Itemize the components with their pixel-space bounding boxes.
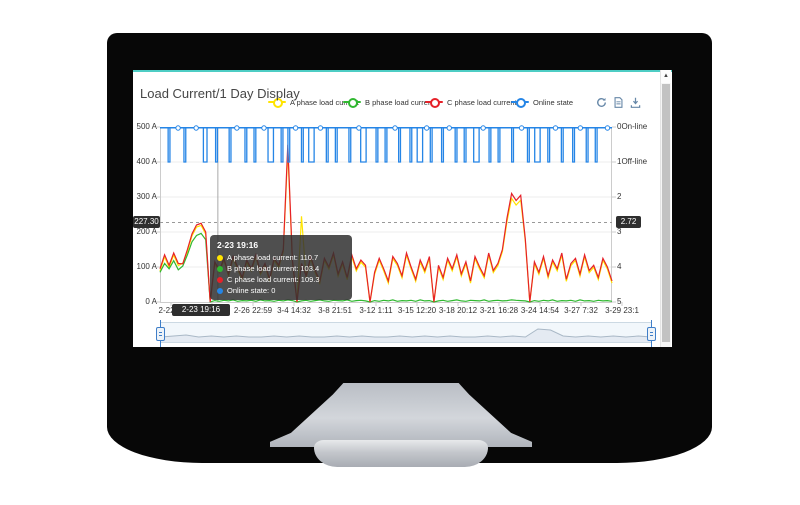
download-icon[interactable]: [630, 95, 641, 108]
page-title: Load Current/1 Day Display: [140, 86, 300, 101]
monitor-stand-base: [314, 440, 488, 467]
legend-item[interactable]: C phase load current: [425, 96, 517, 108]
y-right-tick-label: 2: [617, 192, 622, 201]
online-marker: [356, 125, 362, 131]
x-tick-label: 3-29 23:1: [605, 306, 639, 315]
online-marker: [446, 125, 452, 131]
legend-item[interactable]: B phase load current: [343, 96, 434, 108]
chart-tooltip: 2-23 19:16 A phase load current: 110.7 B…: [210, 235, 352, 300]
x-tick-label: 3-8 21:51: [318, 306, 352, 315]
y-right-tick-label: 1Off-line: [617, 157, 648, 166]
x-tick-label: 3-18 20:12: [438, 306, 478, 315]
accent-line: [133, 70, 672, 72]
series-a-dot: [217, 254, 223, 261]
y-right-tick-label: 3: [617, 227, 622, 236]
datazoom-handle-right[interactable]: [647, 320, 656, 347]
y-left-tick-label: 100 A: [136, 262, 157, 271]
y-left-tick-label: 400 A: [136, 157, 157, 166]
online-marker: [518, 125, 525, 131]
report-icon[interactable]: [613, 95, 624, 108]
online-marker: [175, 125, 181, 131]
datazoom-handle-left[interactable]: [156, 320, 165, 347]
chart-plot[interactable]: [156, 125, 623, 306]
x-tick-label: 3-15 12:20: [397, 306, 437, 315]
online-marker: [392, 125, 398, 131]
markline-left-tag: 227.30: [133, 216, 160, 228]
online-marker: [317, 125, 324, 131]
online-marker: [480, 125, 486, 131]
legend-item[interactable]: Online state: [511, 96, 573, 108]
tooltip-row: Online state: 0: [217, 286, 345, 295]
scrollbar-thumb[interactable]: [662, 84, 670, 342]
y-left-tick-label: 200 A: [136, 227, 157, 236]
online-marker: [577, 125, 584, 131]
series-c-dot: [217, 276, 223, 283]
datazoom-slider[interactable]: [156, 320, 656, 347]
x-tick-label: 3-4 14:32: [277, 306, 311, 315]
y-right-tick-label: 4: [617, 262, 622, 271]
legend-marker-icon: [268, 98, 286, 108]
series-line: [159, 232, 613, 303]
markline-right-tag: 2.72: [616, 216, 641, 228]
legend-marker-icon: [425, 98, 443, 108]
x-axis-pointer-tag: 2-23 19:16: [172, 304, 230, 316]
y-right-tick-label: 0On-line: [617, 122, 648, 131]
legend-marker-icon: [343, 98, 361, 108]
tooltip-row: A phase load current: 110.7: [217, 253, 345, 262]
series-b-dot: [217, 265, 223, 272]
x-tick-label: 3-21 16:28: [479, 306, 519, 315]
y-left-tick-label: 300 A: [136, 192, 157, 201]
tooltip-title: 2-23 19:16: [217, 240, 259, 250]
tooltip-row: C phase load current: 109.3: [217, 275, 345, 284]
legend-marker-icon: [511, 98, 529, 108]
y-left-tick-label: 0 A: [145, 297, 157, 306]
screen: Load Current/1 Day Display A phase load …: [133, 70, 672, 347]
chart-legend: A phase load current B phase load current…: [133, 96, 672, 108]
x-tick-label: 3-27 7:32: [564, 306, 598, 315]
online-marker: [193, 125, 199, 131]
online-marker: [292, 125, 299, 131]
x-tick-label: 2-26 22:59: [233, 306, 273, 315]
scroll-up-arrow[interactable]: ▲: [661, 70, 671, 83]
online-marker: [552, 125, 559, 131]
y-right-tick-label: 5: [617, 297, 622, 306]
refresh-icon[interactable]: [596, 95, 607, 107]
x-tick-label: 3-12 1:11: [359, 306, 393, 315]
toolbar: [596, 95, 641, 108]
x-tick-label: 3-24 14:54: [520, 306, 560, 315]
tooltip-row: B phase load current: 103.4: [217, 264, 345, 273]
online-state-dot: [217, 287, 223, 294]
online-marker: [423, 125, 430, 131]
legend-item[interactable]: A phase load current: [268, 96, 359, 108]
datazoom-profile: [161, 328, 651, 342]
scrollbar[interactable]: ▲: [660, 70, 671, 347]
x-tick-label: 2-22 0:: [158, 306, 184, 315]
y-left-tick-label: 500 A: [136, 122, 157, 131]
online-marker: [234, 125, 240, 131]
online-marker: [261, 125, 267, 131]
online-marker: [604, 125, 611, 131]
